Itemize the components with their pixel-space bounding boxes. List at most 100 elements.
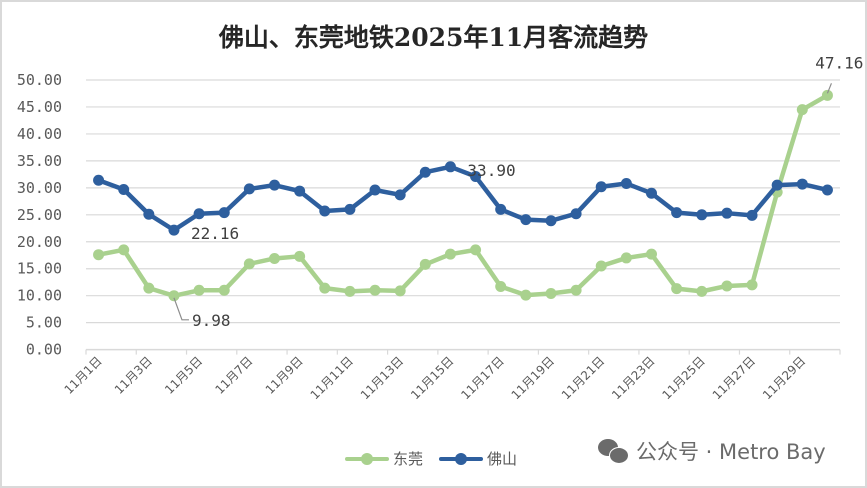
- data-point[interactable]: [143, 282, 155, 294]
- data-point[interactable]: [545, 215, 557, 227]
- data-point[interactable]: [771, 179, 783, 191]
- chart-legend: 东莞 佛山: [345, 448, 525, 469]
- data-point[interactable]: [394, 189, 406, 201]
- y-tick-label: 0.00: [26, 341, 62, 359]
- y-tick-label: 40.00: [17, 125, 62, 143]
- data-point[interactable]: [595, 260, 607, 272]
- data-point[interactable]: [520, 289, 532, 301]
- data-point[interactable]: [470, 244, 482, 256]
- y-tick-label: 10.00: [17, 287, 62, 305]
- data-point[interactable]: [470, 171, 482, 183]
- data-point[interactable]: [193, 208, 205, 220]
- data-point[interactable]: [294, 250, 306, 262]
- data-point[interactable]: [796, 104, 808, 116]
- data-point[interactable]: [319, 205, 331, 217]
- legend-item-dongguan[interactable]: 东莞: [345, 448, 423, 469]
- data-point[interactable]: [243, 258, 255, 270]
- data-point[interactable]: [696, 209, 708, 221]
- legend-label-foshan: 佛山: [487, 450, 518, 468]
- legend-item-foshan[interactable]: 佛山: [439, 448, 517, 469]
- data-point[interactable]: [671, 207, 683, 219]
- data-point[interactable]: [796, 178, 808, 190]
- y-tick-label: 15.00: [17, 260, 62, 278]
- data-point[interactable]: [671, 283, 683, 295]
- data-point[interactable]: [646, 187, 657, 199]
- y-tick-label: 45.00: [17, 98, 62, 116]
- data-label: 9.98: [192, 311, 231, 330]
- watermark-text: 公众号 · Metro Bay: [636, 440, 826, 464]
- data-point[interactable]: [620, 178, 632, 190]
- data-point[interactable]: [193, 284, 205, 296]
- data-point[interactable]: [595, 181, 607, 193]
- x-tick-label: 11月23日: [609, 354, 657, 402]
- x-tick-label: 11月27日: [710, 354, 758, 402]
- data-point[interactable]: [319, 282, 331, 294]
- data-point[interactable]: [444, 161, 456, 173]
- data-point[interactable]: [168, 224, 180, 236]
- x-tick-label: 11月21日: [559, 354, 607, 402]
- data-point[interactable]: [746, 209, 758, 221]
- x-tick-label: 11月7日: [212, 354, 255, 397]
- data-point[interactable]: [93, 249, 105, 261]
- legend-swatch-foshan-icon: [439, 449, 484, 469]
- series-line: [96, 93, 830, 299]
- y-tick-label: 5.00: [26, 314, 62, 332]
- data-label: 22.16: [191, 224, 239, 243]
- legend-swatch-dongguan-icon: [345, 449, 389, 469]
- y-tick-label: 50.00: [17, 71, 62, 89]
- data-point[interactable]: [721, 280, 733, 292]
- data-point[interactable]: [369, 284, 381, 296]
- watermark: 公众号 · Metro Bay: [598, 436, 826, 466]
- data-point[interactable]: [495, 281, 507, 293]
- leader-line: [173, 297, 189, 321]
- x-tick-label: 11月5日: [162, 354, 205, 397]
- data-point[interactable]: [294, 185, 306, 197]
- data-point[interactable]: [419, 258, 431, 270]
- data-point[interactable]: [269, 252, 280, 264]
- x-tick-label: 11月13日: [358, 354, 406, 402]
- data-point[interactable]: [218, 207, 230, 219]
- y-tick-label: 30.00: [17, 179, 62, 197]
- legend-label-dongguan: 东莞: [393, 450, 424, 468]
- data-point[interactable]: [419, 166, 431, 178]
- data-point[interactable]: [570, 284, 582, 296]
- chart-title: 佛山、东莞地铁2025年11月客流趋势: [218, 23, 649, 52]
- data-point[interactable]: [570, 208, 582, 220]
- data-point[interactable]: [344, 285, 356, 297]
- x-tick-label: 11月3日: [112, 354, 155, 397]
- data-point[interactable]: [495, 203, 507, 215]
- data-point[interactable]: [821, 89, 833, 101]
- data-point[interactable]: [821, 184, 833, 196]
- x-tick-label: 11月19日: [509, 354, 557, 402]
- y-tick-label: 35.00: [17, 152, 62, 170]
- data-label: 47.16: [815, 53, 863, 72]
- data-point[interactable]: [118, 244, 130, 256]
- x-tick-label: 11月9日: [263, 354, 306, 397]
- data-point[interactable]: [620, 252, 632, 264]
- x-tick-label: 11月29日: [760, 354, 808, 402]
- data-point[interactable]: [118, 183, 130, 195]
- data-point[interactable]: [93, 174, 105, 186]
- data-point[interactable]: [721, 207, 733, 219]
- data-point[interactable]: [168, 290, 180, 302]
- y-tick-label: 25.00: [17, 206, 62, 224]
- data-point[interactable]: [444, 248, 456, 260]
- data-point[interactable]: [344, 203, 356, 215]
- data-point[interactable]: [369, 184, 381, 196]
- x-tick-label: 11月1日: [62, 354, 105, 397]
- y-tick-label: 20.00: [17, 233, 62, 251]
- x-tick-label: 11月25日: [659, 354, 707, 402]
- data-label: 33.90: [467, 161, 515, 180]
- data-point[interactable]: [520, 214, 532, 226]
- data-point[interactable]: [746, 279, 758, 291]
- data-point[interactable]: [218, 284, 230, 296]
- data-point[interactable]: [394, 285, 406, 297]
- data-point[interactable]: [143, 208, 155, 220]
- data-point[interactable]: [243, 183, 255, 195]
- data-point[interactable]: [545, 288, 557, 300]
- data-point[interactable]: [269, 179, 280, 191]
- data-point[interactable]: [696, 285, 708, 297]
- data-point[interactable]: [646, 248, 657, 260]
